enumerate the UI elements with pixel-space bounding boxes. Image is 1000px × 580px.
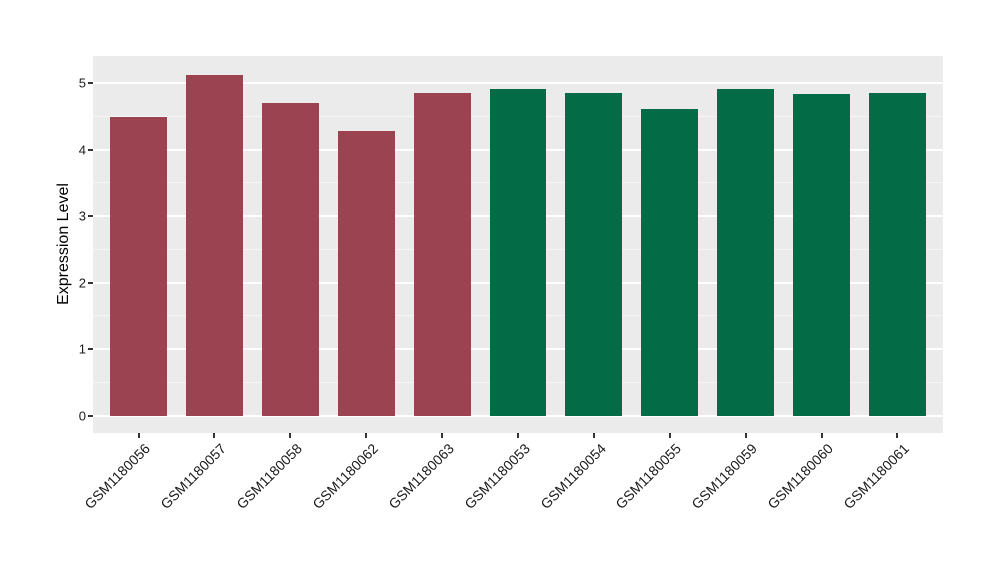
x-tick-label-GSM1180054: GSM1180054 — [536, 440, 609, 512]
x-tick-mark — [820, 433, 823, 438]
x-tick-mark — [365, 433, 368, 438]
x-tick-label-GSM1180056: GSM1180056 — [81, 440, 154, 512]
x-tick-mark — [592, 433, 595, 438]
y-axis-title: Expression Level — [55, 183, 72, 305]
bar-GSM1180056 — [110, 116, 167, 416]
x-tick-label-GSM1180059: GSM1180059 — [688, 440, 761, 512]
x-tick-mark — [517, 433, 519, 438]
y-tick-mark — [88, 414, 93, 417]
x-tick-mark — [289, 433, 292, 438]
y-tick-mark — [88, 281, 93, 284]
x-tick-mark — [137, 433, 140, 438]
x-tick-mark — [213, 433, 216, 438]
x-tick-label-GSM1180063: GSM1180063 — [385, 440, 457, 512]
y-tick-label: 0 — [78, 408, 86, 424]
gridline-major — [93, 82, 943, 85]
x-tick-label-GSM1180055: GSM1180055 — [612, 440, 685, 512]
y-tick-label: 4 — [78, 142, 86, 158]
x-tick-mark — [441, 433, 444, 438]
y-tick-mark — [88, 348, 93, 351]
y-tick-label: 1 — [78, 341, 86, 357]
bar-GSM1180059 — [717, 88, 775, 416]
gridline-major — [93, 414, 943, 417]
x-tick-label-GSM1180060: GSM1180060 — [764, 440, 837, 512]
y-tick-mark — [88, 82, 93, 85]
y-tick-label: 3 — [78, 208, 86, 224]
x-tick-label-GSM1180058: GSM1180058 — [233, 440, 305, 512]
y-tick-mark — [88, 148, 93, 151]
y-tick-label: 2 — [78, 275, 86, 291]
x-tick-mark — [668, 433, 671, 438]
x-tick-label-GSM1180062: GSM1180062 — [309, 440, 381, 512]
bar-GSM1180058 — [261, 103, 319, 416]
x-tick-label-GSM1180061: GSM1180061 — [840, 440, 913, 512]
bar-GSM1180061 — [869, 92, 926, 416]
bar-GSM1180053 — [489, 89, 547, 416]
x-tick-mark — [744, 433, 747, 438]
plot-panel — [93, 56, 943, 433]
y-tick-mark — [88, 215, 93, 218]
bar-GSM1180054 — [565, 93, 623, 416]
x-tick-label-GSM1180053: GSM1180053 — [460, 440, 533, 512]
bar-GSM1180055 — [641, 108, 699, 416]
bar-GSM1180063 — [413, 93, 471, 416]
bar-GSM1180057 — [185, 74, 243, 416]
bar-GSM1180060 — [793, 93, 851, 416]
bar-GSM1180062 — [337, 131, 395, 416]
y-tick-label: 5 — [78, 75, 86, 91]
x-tick-label-GSM1180057: GSM1180057 — [157, 440, 230, 512]
x-tick-mark — [896, 433, 899, 438]
